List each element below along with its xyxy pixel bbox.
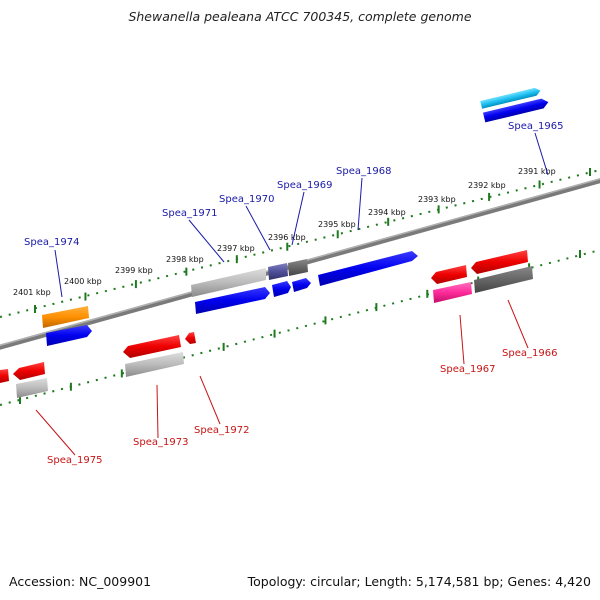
tick-track-forward <box>0 169 600 318</box>
tick-label: 2395 kbp <box>318 220 356 229</box>
gene-arrow[interactable] <box>431 265 467 284</box>
gene-label[interactable]: Spea_1971 <box>162 208 217 219</box>
gene-arrow[interactable] <box>0 369 9 383</box>
gene-arrow[interactable] <box>318 251 418 286</box>
gene-arrow[interactable] <box>292 278 311 292</box>
tick-label: 2401 kbp <box>13 288 51 297</box>
gene-arrow[interactable] <box>125 352 184 377</box>
tick-label: 2394 kbp <box>368 208 406 217</box>
tick-label: 2393 kbp <box>418 195 456 204</box>
gene-arrow[interactable] <box>433 282 472 303</box>
gene-arrow[interactable] <box>16 378 48 398</box>
genome-summary: Topology: circular; Length: 5,174,581 bp… <box>247 574 591 589</box>
map-title: Shewanella pealeana ATCC 700345, complet… <box>128 9 472 24</box>
gene-arrow[interactable] <box>191 268 266 297</box>
gene-arrow[interactable] <box>268 263 288 280</box>
tick-label: 2398 kbp <box>166 255 204 264</box>
tick-label: 2392 kbp <box>468 181 506 190</box>
gene-label[interactable]: Spea_1975 <box>47 455 102 466</box>
gene-label[interactable]: Spea_1972 <box>194 425 249 436</box>
gene-label[interactable]: Spea_1969 <box>277 180 332 191</box>
gene-arrow[interactable] <box>474 266 533 293</box>
gene-label[interactable]: Spea_1967 <box>440 364 495 375</box>
gene-label[interactable]: Spea_1970 <box>219 194 274 205</box>
gene-label[interactable]: Spea_1973 <box>133 437 188 448</box>
gene-label[interactable]: Spea_1965 <box>508 121 563 132</box>
tick-label: 2396 kbp <box>268 233 306 242</box>
accession-text: Accession: NC_009901 <box>9 574 152 589</box>
tick-label: 2400 kbp <box>64 277 102 286</box>
gene-arrow[interactable] <box>13 362 45 380</box>
gene-arrow[interactable] <box>480 87 541 109</box>
gene-arrow[interactable] <box>288 259 308 276</box>
gene-arrow[interactable] <box>195 287 270 314</box>
gene-arrow[interactable] <box>185 332 196 344</box>
gene-arrow[interactable] <box>471 250 528 274</box>
gene-label[interactable]: Spea_1966 <box>502 348 557 359</box>
gene-label[interactable]: Spea_1974 <box>24 237 79 248</box>
gene-arrow[interactable] <box>482 97 550 123</box>
gene-arrow[interactable] <box>123 335 181 358</box>
gene-arrow[interactable] <box>272 281 291 297</box>
tick-label: 2399 kbp <box>115 266 153 275</box>
gene-arrow[interactable] <box>42 306 89 328</box>
gene-arrow[interactable] <box>46 325 92 346</box>
tick-label: 2397 kbp <box>217 244 255 253</box>
gene-label[interactable]: Spea_1968 <box>336 166 391 177</box>
tick-label: 2391 kbp <box>518 167 556 176</box>
